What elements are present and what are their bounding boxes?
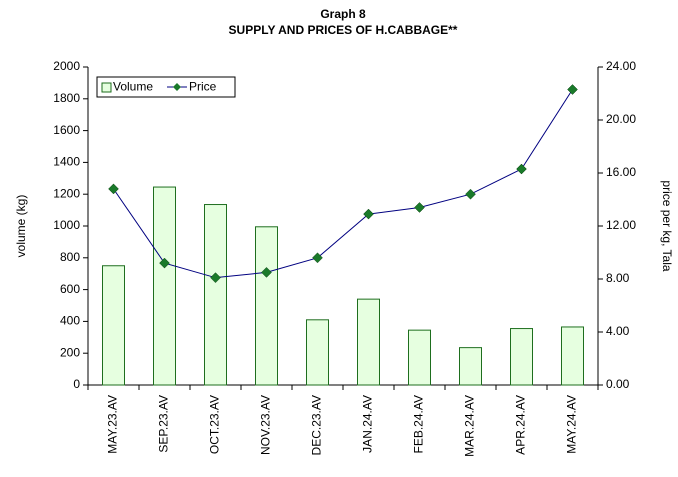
legend-marker: [173, 83, 181, 91]
price-marker: [414, 202, 425, 213]
legend-box: [96, 76, 236, 98]
y-axis-label: volume (kg): [14, 195, 28, 258]
y-tick-label: 0: [73, 377, 80, 391]
x-tick-label: FEB.24.AV: [412, 395, 426, 453]
x-tick-label: MAR.24.AV: [463, 395, 477, 457]
y2-tick-label: 16.00: [606, 165, 636, 179]
x-tick-label: NOV.23.AV: [259, 395, 273, 455]
legend-swatch: [101, 82, 112, 93]
y-tick-label: 400: [60, 314, 80, 328]
price-line: [113, 89, 573, 279]
chart-title: Graph 8: [320, 7, 366, 21]
y-tick-label: 600: [60, 282, 80, 296]
bar: [408, 329, 431, 386]
y-tick-label: 800: [60, 250, 80, 264]
bar: [306, 319, 329, 386]
y2-tick-label: 12.00: [606, 218, 636, 232]
x-tick-label: JAN.24.AV: [361, 395, 375, 453]
price-marker: [159, 257, 170, 269]
y2-tick-label: 24.00: [606, 59, 636, 73]
price-marker: [210, 272, 221, 284]
chart-subtitle: SUPPLY AND PRICES OF H.CABBAGE**: [229, 23, 458, 37]
price-marker: [108, 183, 119, 195]
y2-tick-label: 0.00: [606, 377, 630, 391]
bar: [102, 265, 125, 386]
bar: [204, 204, 227, 386]
y-tick-label: 1400: [53, 155, 80, 169]
bar: [153, 186, 176, 386]
price-marker: [567, 84, 578, 95]
y2-tick-label: 20.00: [606, 112, 636, 126]
price-marker: [465, 188, 476, 200]
bar: [561, 326, 584, 386]
y-tick-label: 1200: [53, 186, 80, 200]
y-tick-label: 200: [60, 345, 80, 359]
x-tick-label: MAY.23.AV: [106, 395, 120, 454]
x-tick-label: MAY.24.AV: [565, 395, 579, 454]
x-tick-label: OCT.23.AV: [208, 395, 222, 454]
x-tick-label: APR.24.AV: [514, 395, 528, 455]
bar: [255, 226, 278, 386]
y-tick-label: 1000: [53, 218, 80, 232]
y-tick-label: 1800: [53, 91, 80, 105]
price-marker: [363, 208, 374, 220]
y2-tick-label: 4.00: [606, 324, 630, 338]
y2-tick-label: 8.00: [606, 271, 630, 285]
x-tick-label: SEP.23.AV: [157, 395, 171, 453]
bar: [510, 328, 533, 386]
price-marker: [261, 267, 272, 278]
y-tick-label: 2000: [53, 59, 80, 73]
bar: [357, 298, 380, 386]
legend-label: Price: [189, 80, 217, 94]
bar: [459, 347, 482, 386]
x-tick-label: DEC.23.AV: [310, 395, 324, 455]
price-marker: [516, 163, 527, 175]
y2-axis-label: price per kg, Tala: [660, 180, 674, 271]
price-marker: [312, 252, 323, 264]
legend-label: Volume: [113, 80, 153, 94]
y-tick-label: 1600: [53, 123, 80, 137]
